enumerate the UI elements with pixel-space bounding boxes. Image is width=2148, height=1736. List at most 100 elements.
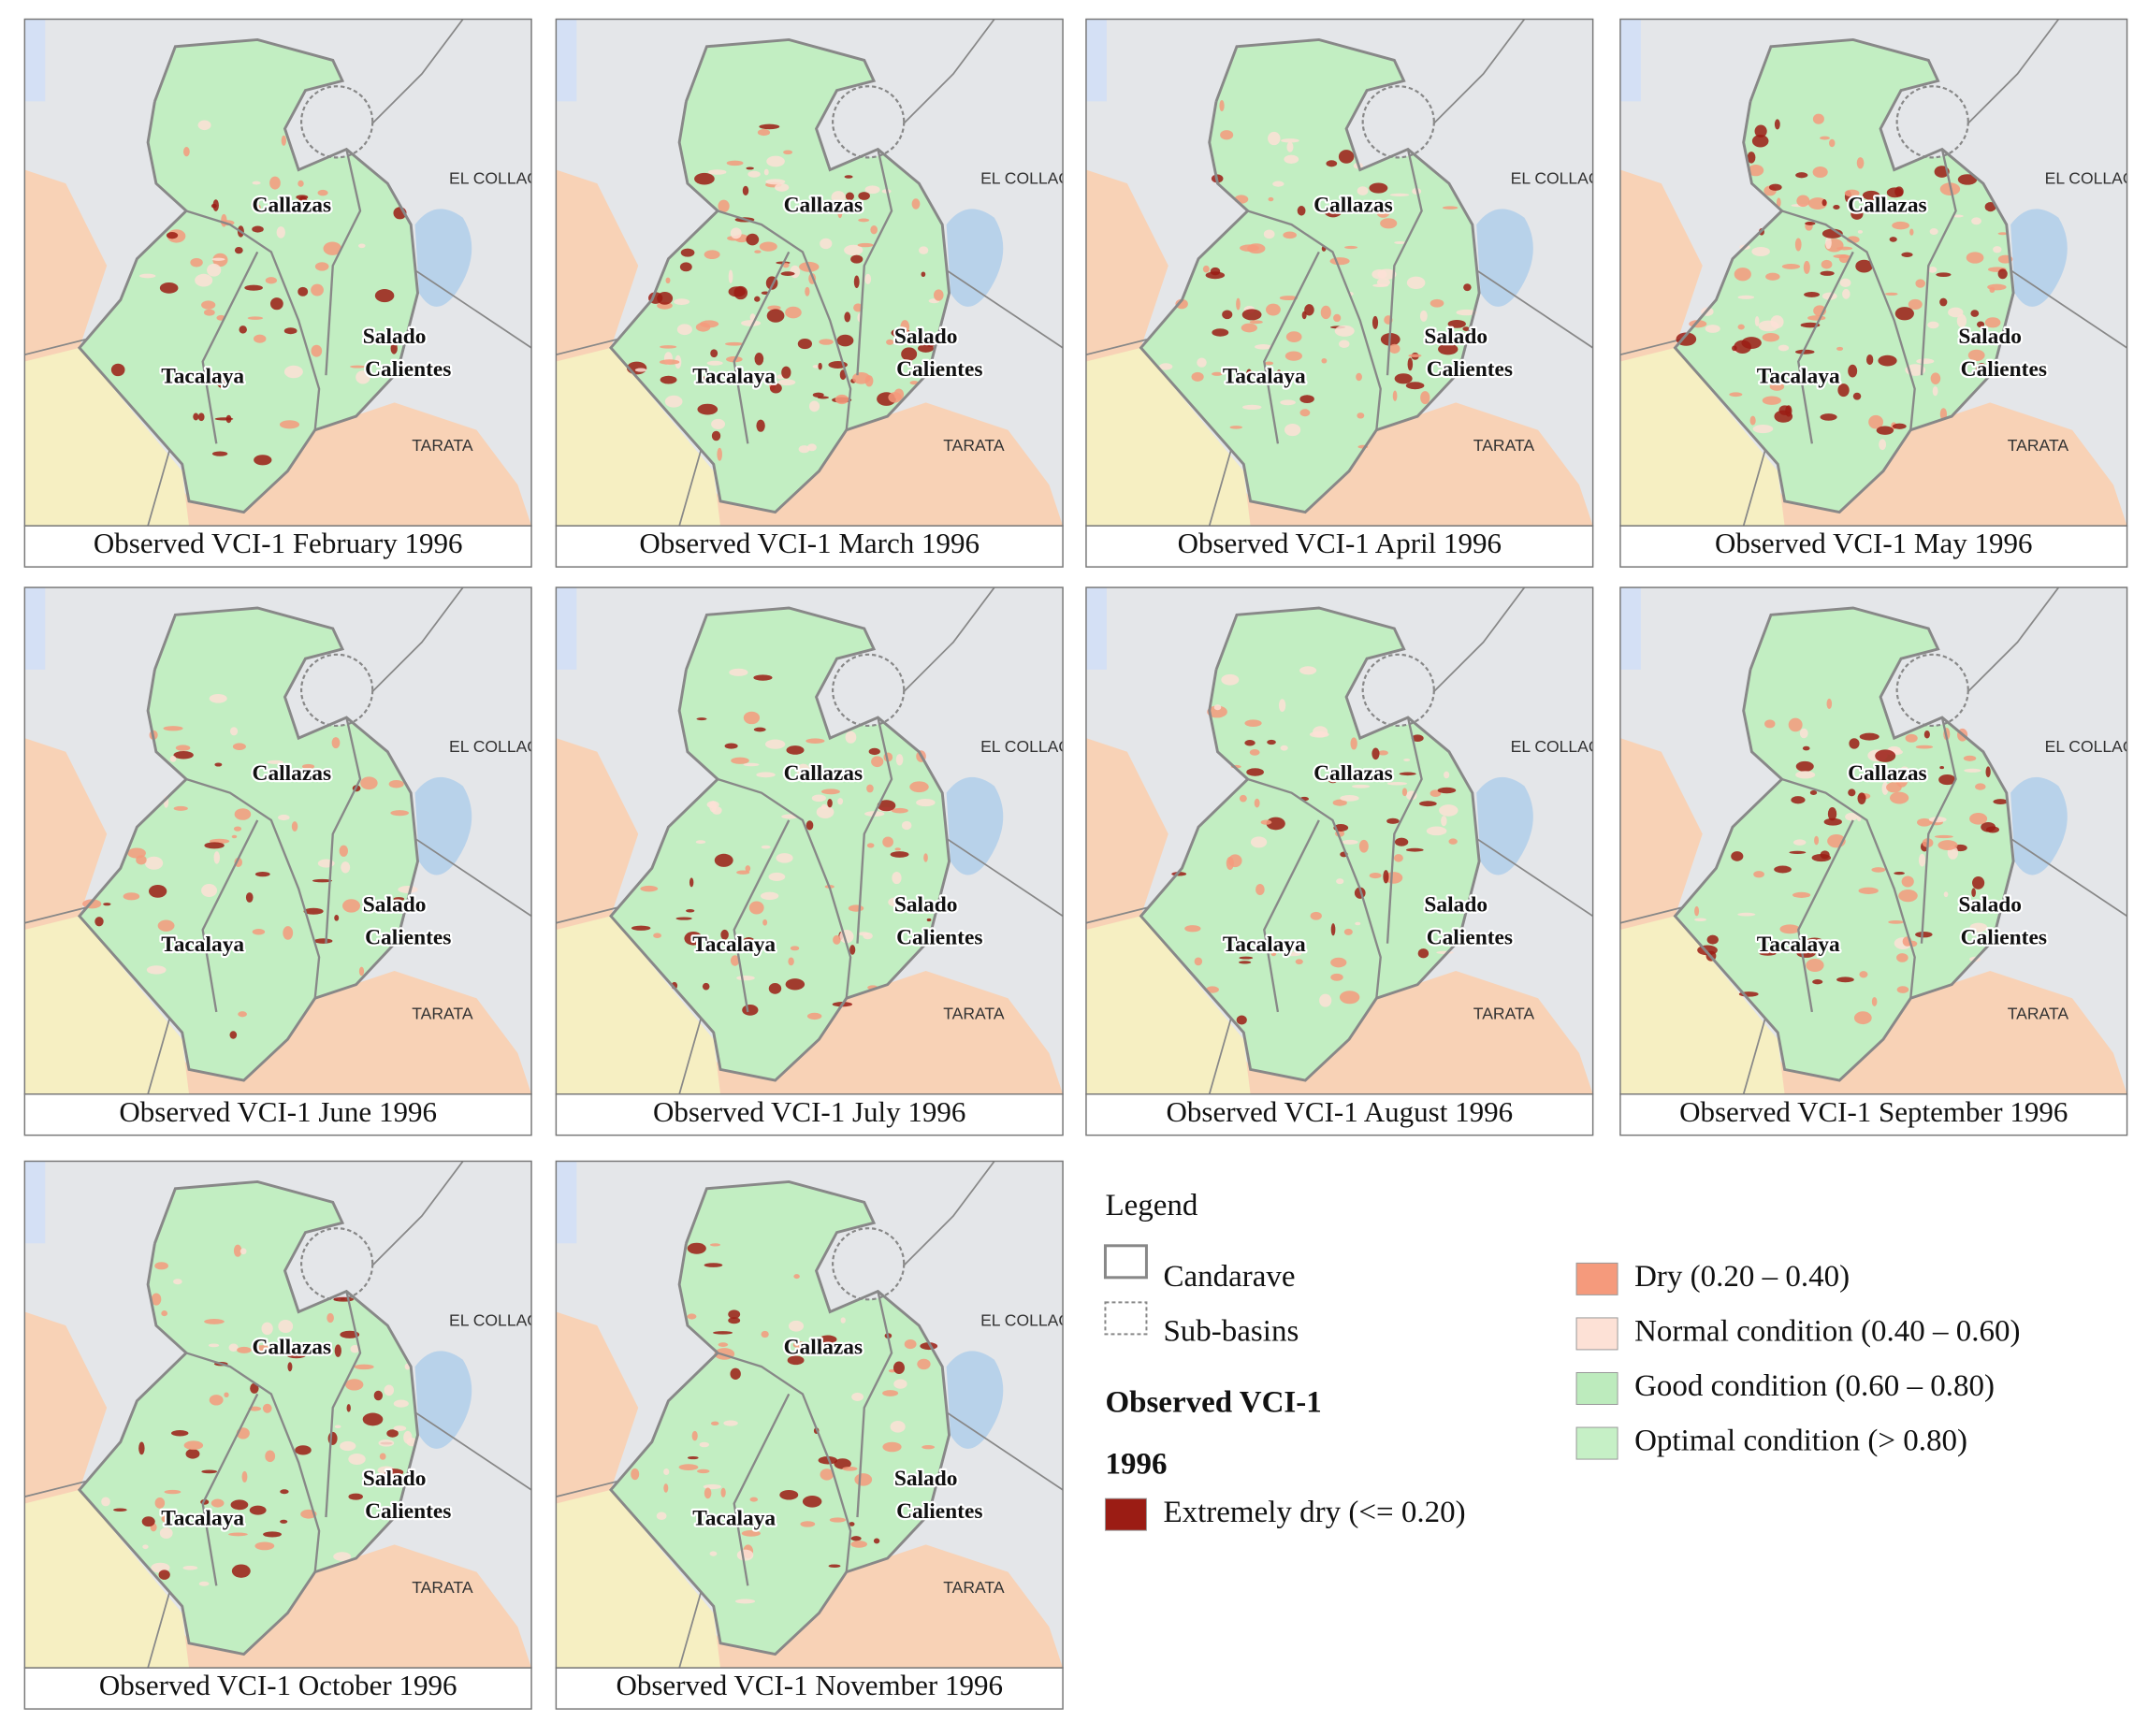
dry-patch: [1889, 237, 1897, 242]
dry-patch: [1191, 371, 1204, 382]
dry-patch: [1768, 183, 1782, 191]
dry-patch: [1276, 369, 1282, 374]
dry-patch: [1898, 890, 1918, 903]
dry-patch: [895, 754, 904, 766]
dry-patch: [746, 233, 760, 246]
sub-basin: [185, 1291, 362, 1586]
dry-patch: [1917, 817, 1932, 827]
dry-patch: [241, 1470, 248, 1483]
dry-patch: [1734, 268, 1751, 282]
dry-patch: [1732, 345, 1737, 352]
dry-patch: [1762, 396, 1781, 405]
dry-patch: [760, 891, 779, 901]
dry-patch: [756, 419, 765, 432]
dry-patch: [769, 383, 782, 394]
basin-outline: [609, 606, 951, 1082]
dry-patch: [890, 1421, 906, 1433]
lake: [946, 209, 1004, 307]
dry-patch: [157, 919, 175, 932]
dry-patch: [1839, 278, 1851, 288]
dry-patch: [1769, 383, 1785, 391]
water-nw: [1085, 19, 1107, 102]
dry-patch: [864, 185, 880, 195]
dry-patch: [203, 309, 215, 316]
dry-patch: [1694, 918, 1706, 921]
dry-patch: [280, 1489, 289, 1495]
dry-patch: [1394, 373, 1413, 384]
lake-hole: [299, 1227, 374, 1301]
dry-patch: [729, 668, 748, 676]
region-label: TARATA: [2008, 1004, 2069, 1022]
dry-patch: [687, 1242, 706, 1254]
basin: [610, 608, 950, 1081]
dry-patch: [1975, 363, 1988, 375]
map-panel: EL COLLAO TARATA Callazas Tacalaya Salado Cal…: [555, 586, 1064, 1136]
dry-patch: [1823, 817, 1842, 826]
dry-patch: [761, 1330, 769, 1338]
basin-label: Tacalaya: [692, 933, 776, 957]
dry-patch: [763, 168, 769, 176]
dry-patch: [1737, 912, 1756, 917]
dry-patch: [1194, 957, 1203, 966]
dry-patch: [1380, 218, 1398, 229]
dry-patch: [1885, 292, 1898, 296]
dry-patch: [811, 794, 826, 803]
dry-patch: [1426, 826, 1447, 836]
dry-patch: [866, 843, 875, 848]
dry-patch: [725, 341, 744, 346]
dry-patch: [1795, 349, 1815, 354]
dry-patch: [281, 135, 286, 146]
dry-patch: [686, 908, 695, 913]
dry-patch: [1774, 119, 1780, 130]
dry-patch: [1263, 229, 1275, 239]
dry-patch: [714, 853, 733, 867]
region-label: TARATA: [2008, 436, 2069, 455]
dry-patch: [1254, 798, 1260, 808]
dry-patch: [1372, 315, 1379, 329]
dry-patch: [1748, 164, 1764, 177]
dry-patch: [882, 1390, 899, 1396]
dry-patch: [1284, 423, 1301, 437]
dry-patch: [1158, 363, 1173, 370]
basin-label: Callazas: [784, 761, 864, 786]
dry-patch: [161, 1514, 169, 1523]
dry-patch: [736, 975, 755, 981]
dry-patch: [209, 1395, 224, 1406]
dry-patch: [379, 1453, 386, 1460]
dry-patch: [238, 1011, 247, 1018]
dry-patch: [892, 871, 902, 885]
region-yellow: [1085, 916, 1251, 1094]
dry-patch: [183, 146, 190, 157]
dry-patch: [921, 271, 926, 278]
dry-patch: [806, 774, 822, 782]
region-label: EL COLLAO: [980, 1310, 1071, 1329]
dry-patch: [362, 1412, 384, 1426]
dry-patch: [790, 265, 801, 279]
dry-patch: [1284, 154, 1299, 164]
dry-patch: [1930, 372, 1941, 384]
dry-patch: [1241, 323, 1257, 333]
dry-patch: [265, 277, 278, 284]
map-panel: EL COLLAO TARATA Callazas Tacalaya Salado Cal…: [23, 18, 532, 568]
dry-patch: [819, 339, 834, 345]
dry-patch: [138, 1441, 145, 1455]
dry-patch: [1753, 871, 1764, 878]
dry-patch: [687, 1313, 697, 1320]
dry-patch: [148, 885, 167, 898]
dry-patch: [736, 870, 750, 875]
dry-patch: [1260, 819, 1272, 825]
basin-label: Tacalaya: [692, 364, 776, 388]
dry-patch: [698, 374, 705, 385]
region-label: TARATA: [412, 1004, 473, 1022]
border: [556, 1161, 1064, 1669]
dry-patch: [1928, 817, 1947, 823]
dry-patch: [1845, 813, 1858, 821]
dry-patch: [214, 762, 223, 767]
dry-patch: [788, 1320, 805, 1332]
region-label: EL COLLAO: [1511, 168, 1602, 187]
dry-patch: [837, 798, 844, 805]
dry-patch: [845, 192, 854, 201]
dry-patch: [1821, 292, 1837, 300]
dry-patch: [1749, 415, 1756, 426]
dry-patch: [1310, 911, 1322, 920]
